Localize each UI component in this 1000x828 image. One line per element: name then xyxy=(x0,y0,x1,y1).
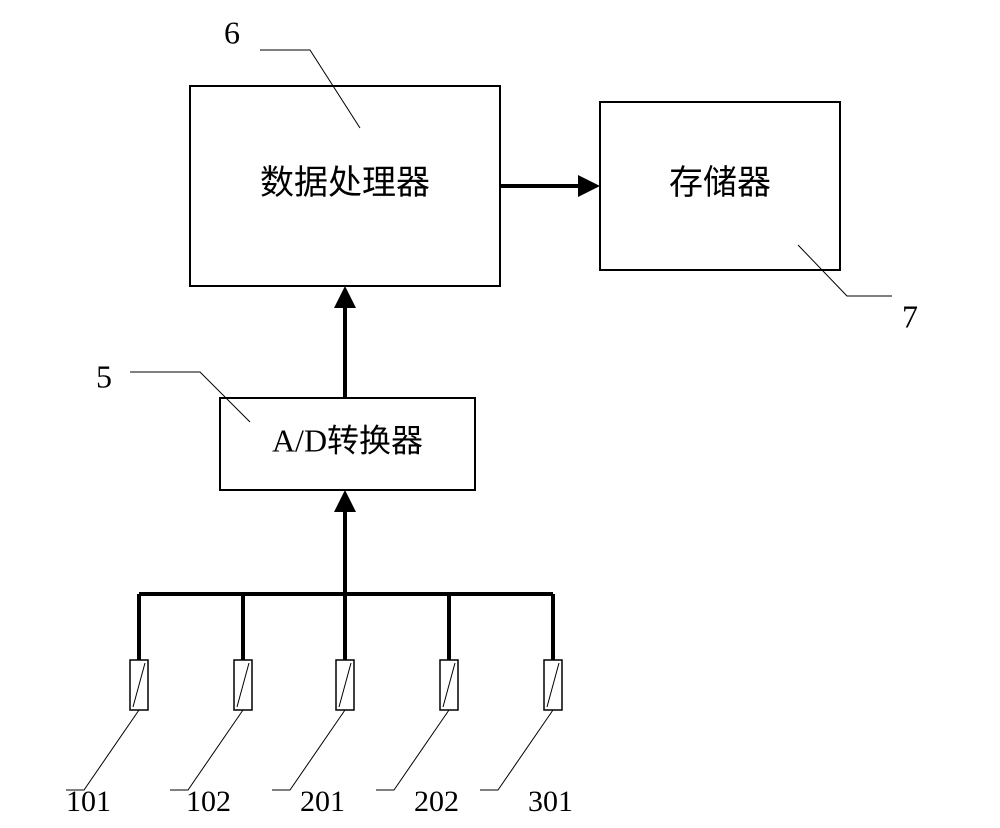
processor-callout-number: 6 xyxy=(224,14,240,50)
adc-callout-number: 5 xyxy=(96,358,112,394)
sensor-slash-102 xyxy=(237,663,249,707)
memory-callout-number: 7 xyxy=(902,298,918,334)
processor-callout-line xyxy=(260,50,360,128)
sensor-callout-line-102 xyxy=(170,710,243,790)
sensor-callout-line-301 xyxy=(480,710,553,790)
edge-adc-to-processor-arrowhead xyxy=(334,286,356,308)
sensor-callout-line-202 xyxy=(376,710,449,790)
sensor-callout-number-101: 101 xyxy=(66,785,111,818)
sensor-callout-number-201: 201 xyxy=(300,785,345,818)
edge-processor-to-memory-arrowhead xyxy=(578,175,600,197)
sensor-slash-201 xyxy=(339,663,351,707)
sensor-callout-number-102: 102 xyxy=(186,785,231,818)
sensor-callout-line-201 xyxy=(272,710,345,790)
sensor-callout-line-101 xyxy=(66,710,139,790)
processor-label: 数据处理器 xyxy=(260,164,430,202)
sensor-callout-number-301: 301 xyxy=(528,785,573,818)
sensor-callout-number-202: 202 xyxy=(414,785,459,818)
sensor-slash-301 xyxy=(547,663,559,707)
memory-label: 存储器 xyxy=(669,164,771,202)
adc-label: A/D转换器 xyxy=(272,422,423,458)
edge-bus-to-adc-arrowhead xyxy=(334,490,356,512)
sensor-slash-202 xyxy=(443,663,455,707)
sensor-slash-101 xyxy=(133,663,145,707)
